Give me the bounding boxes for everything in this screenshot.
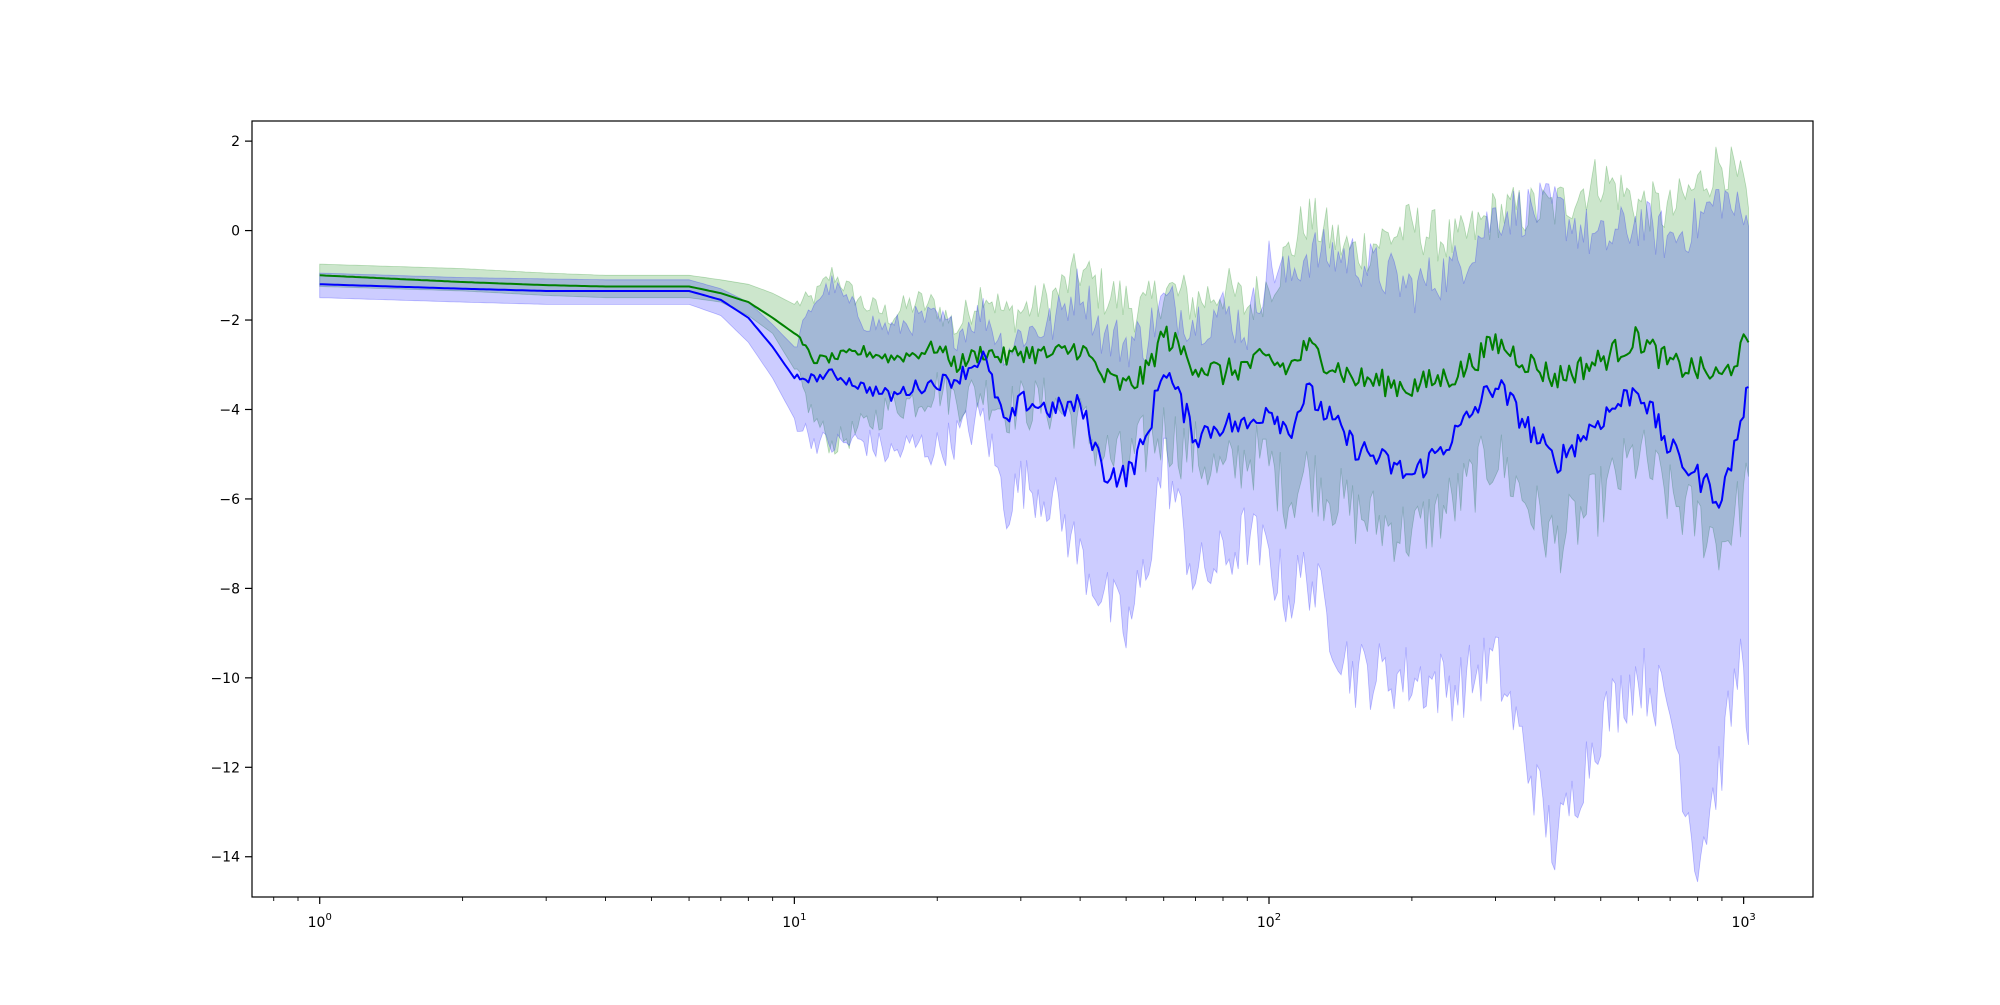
x-tick-label: 103 <box>1732 912 1756 931</box>
line-series-1 <box>319 274 1750 398</box>
y-axis: 2 0 −2 −4 −6 −8 −10 −12 −14 <box>210 134 252 866</box>
y-tick-label: −8 <box>219 581 240 597</box>
y-tick-label: −2 <box>219 313 240 329</box>
y-tick-label: −10 <box>210 671 240 687</box>
y-tick-label: 0 <box>231 224 240 240</box>
y-tick-label: −14 <box>210 850 240 866</box>
x-axis: 100 101 102 103 <box>273 897 1756 931</box>
x-tick-label: 102 <box>1257 912 1281 931</box>
y-tick-label: −12 <box>210 760 240 776</box>
x-tick-label: 100 <box>308 912 332 931</box>
line-series-2 <box>319 283 1749 509</box>
x-tick-label: 101 <box>782 912 806 931</box>
y-tick-label: 2 <box>231 134 240 150</box>
y-tick-label: −6 <box>219 492 240 508</box>
series-lines <box>319 274 1750 509</box>
y-tick-label: −4 <box>219 402 240 418</box>
plot-frame <box>251 120 1814 898</box>
